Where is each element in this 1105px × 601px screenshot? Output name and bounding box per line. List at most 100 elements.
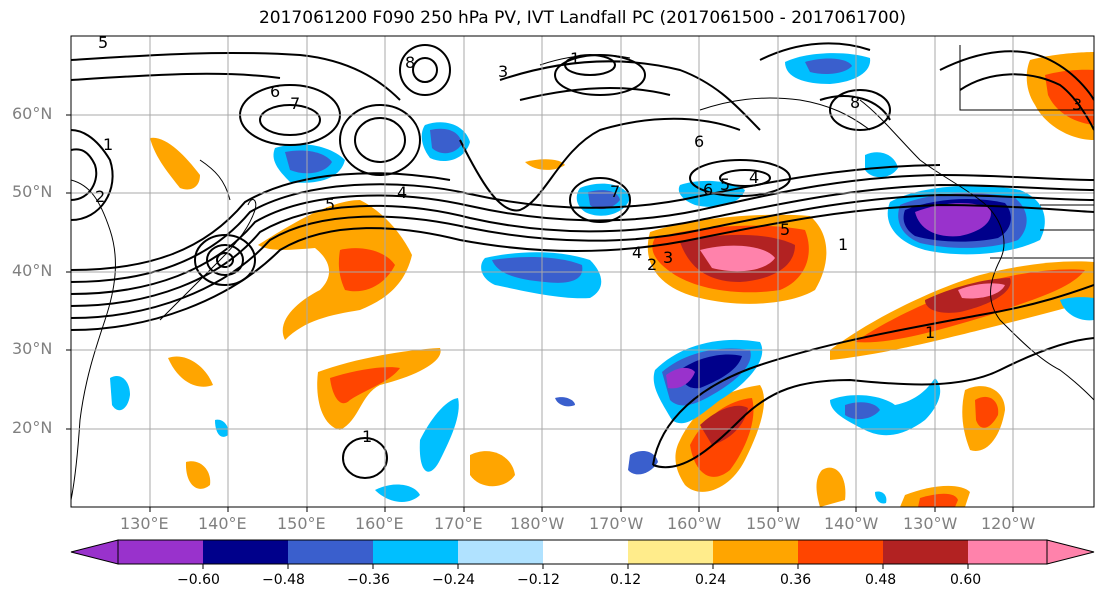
pv-contour xyxy=(71,183,1094,307)
lon-label-150w: 150°W xyxy=(746,514,801,533)
contour-label: 1 xyxy=(362,427,372,446)
colorbar-tick-label: 0.12 xyxy=(610,572,642,588)
lat-label-40n: 40°N xyxy=(12,261,53,280)
colorbar-tick-label: −0.60 xyxy=(177,572,220,588)
coastline xyxy=(959,45,1094,111)
positive-anomaly-region xyxy=(258,200,412,340)
pv-contour xyxy=(459,117,741,212)
colorbar-segment xyxy=(713,540,798,564)
colorbar-tick-label: −0.36 xyxy=(347,572,390,588)
pv-contour xyxy=(71,193,1094,319)
negative-anomaly-region xyxy=(845,402,880,420)
pv-contour xyxy=(354,117,406,163)
lat-label-30n: 30°N xyxy=(12,339,53,358)
pv-contour xyxy=(71,51,401,101)
colorbar-segment xyxy=(373,540,458,564)
contour-label: 8 xyxy=(405,53,415,72)
negative-anomaly-region xyxy=(628,450,658,475)
lon-label-130e: 130°E xyxy=(120,514,169,533)
pv-contour xyxy=(652,284,1094,466)
colorbar-segment xyxy=(118,540,203,564)
contour-label: 2 xyxy=(95,187,105,206)
negative-anomaly-region xyxy=(419,398,459,472)
contour-label: 3 xyxy=(1072,95,1082,114)
contour-labels: 5 6 7 8 1 2 3 4 5 4 5 6 7 8 1 2 3 4 5 6 … xyxy=(95,36,1082,446)
lat-label-20n: 20°N xyxy=(12,418,53,437)
colorbar-segment xyxy=(203,540,288,564)
colorbar xyxy=(70,539,1095,569)
negative-anomaly-region xyxy=(1060,297,1094,321)
pv-contour xyxy=(959,73,1094,131)
negative-anomaly-region xyxy=(492,257,583,283)
pv-contour xyxy=(689,159,791,197)
contour-label: 4 xyxy=(749,168,759,187)
lon-label-140e: 140°E xyxy=(198,514,247,533)
pv-contour xyxy=(71,203,1094,331)
colorbar-segment xyxy=(968,540,1047,564)
positive-anomaly-region xyxy=(185,461,211,489)
colorbar-extend-low xyxy=(70,539,119,565)
contour-label: 1 xyxy=(925,323,935,342)
contour-label: 7 xyxy=(290,94,300,113)
graticule xyxy=(71,36,1094,507)
colorbar-tick-label: −0.24 xyxy=(432,572,475,588)
lon-label-120w: 120°W xyxy=(981,514,1036,533)
positive-anomaly-region xyxy=(525,159,565,170)
colorbar-segment xyxy=(628,540,713,564)
contour-label: 1 xyxy=(838,235,848,254)
pv-contour xyxy=(71,172,451,271)
negative-anomaly-region xyxy=(830,378,941,436)
positive-anomaly-region xyxy=(338,248,395,292)
positive-anomaly-region xyxy=(700,405,748,445)
axis-ticks xyxy=(66,114,1014,512)
pv-contour xyxy=(339,104,421,176)
contour-label: 7 xyxy=(610,182,620,201)
colorbar-tick-label: 0.24 xyxy=(695,572,727,588)
contour-label: 6 xyxy=(694,132,704,151)
pv-contour xyxy=(71,164,941,283)
negative-anomaly-region xyxy=(430,128,462,154)
coastline xyxy=(699,97,871,131)
colorbar-tick-label: 0.48 xyxy=(865,572,897,588)
pv-contour xyxy=(819,95,891,121)
pv-contour xyxy=(259,104,321,136)
pv-contour xyxy=(399,44,451,96)
pv-contour xyxy=(759,42,871,61)
positive-anomaly-region xyxy=(150,137,200,190)
negative-anomaly-region xyxy=(110,375,130,411)
positive-anomaly-region xyxy=(168,356,213,387)
pv-contour xyxy=(519,87,671,101)
coastlines xyxy=(71,45,1094,501)
lat-label-50n: 50°N xyxy=(12,182,53,201)
contour-label: 6 xyxy=(703,180,713,199)
page-title: 2017061200 F090 250 hPa PV, IVT Landfall… xyxy=(258,8,906,28)
coastline xyxy=(859,99,1094,401)
pv-contour xyxy=(719,169,771,187)
pv-contour xyxy=(216,252,234,268)
negative-anomaly-region xyxy=(865,152,898,178)
contour-label: 4 xyxy=(397,183,407,202)
contour-label: 5 xyxy=(780,220,790,239)
pv-contour xyxy=(206,244,244,276)
contour-label: 1 xyxy=(103,135,113,154)
colorbar-tick-label: −0.48 xyxy=(262,572,305,588)
contour-label: 1 xyxy=(570,49,580,68)
negative-anomaly-region xyxy=(666,367,695,389)
lon-label-160w: 160°W xyxy=(667,514,722,533)
lat-label-60n: 60°N xyxy=(12,104,53,123)
pv-contour xyxy=(194,234,256,286)
lon-label-170e: 170°E xyxy=(434,514,483,533)
positive-anomaly-region xyxy=(317,348,441,430)
negative-anomaly-region xyxy=(915,203,991,237)
colorbar-tick-label: 0.36 xyxy=(780,572,812,588)
pv-contour xyxy=(71,148,98,201)
negative-anomaly-region xyxy=(680,354,742,389)
negative-anomaly-region xyxy=(215,419,229,437)
positive-anomaly-region xyxy=(975,396,999,428)
coastline xyxy=(159,199,257,321)
pv-contour xyxy=(829,89,891,131)
pv-contour xyxy=(71,129,114,221)
contour-label: 4 xyxy=(632,243,642,262)
lon-label-140w: 140°W xyxy=(824,514,879,533)
